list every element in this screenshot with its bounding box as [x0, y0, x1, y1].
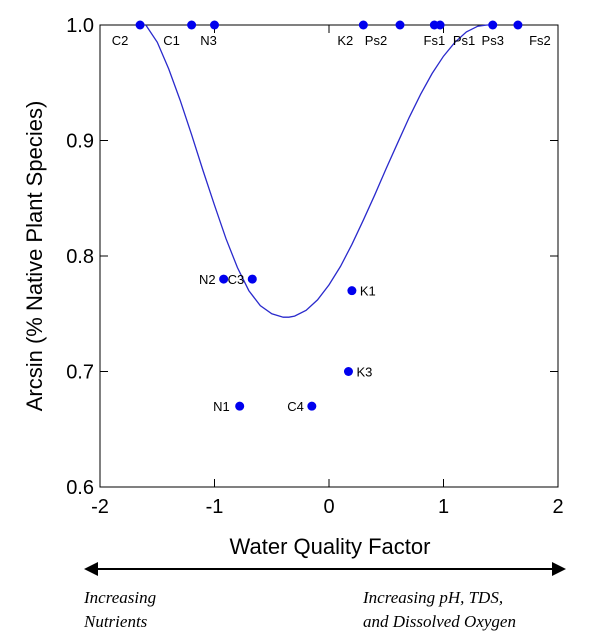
- x-tick-label: 2: [552, 496, 563, 518]
- y-tick-label: 0.8: [66, 246, 94, 268]
- data-point: [435, 20, 445, 30]
- data-point: [488, 20, 498, 30]
- plot-frame: [99, 24, 559, 488]
- right-caption: Increasing pH, TDS, and Dissolved Oxygen: [363, 586, 516, 634]
- left-caption: Increasing Nutrients: [84, 586, 156, 634]
- data-point: [235, 401, 245, 411]
- point-label: K1: [360, 284, 376, 299]
- point-label: Fs2: [529, 33, 551, 48]
- chart-axes: -2 -1 0 1 2 0.6 0.7 0.8 0.9 1.0: [66, 15, 563, 518]
- arrow-head-left: [84, 562, 98, 576]
- arrow-head-right: [552, 562, 566, 576]
- fit-curve-line: [145, 24, 495, 318]
- left-caption-line-2: Nutrients: [84, 612, 148, 631]
- data-point: [210, 20, 219, 30]
- x-tick-label: 1: [438, 496, 449, 518]
- point-label: K2: [337, 33, 353, 48]
- data-point: [247, 274, 257, 284]
- left-caption-line-1: Increasing: [84, 588, 157, 607]
- x-axis-label: Water Quality Factor: [230, 534, 431, 559]
- data-point: [307, 401, 317, 411]
- data-point: [135, 20, 145, 30]
- data-point: [395, 20, 405, 30]
- data-points-layer: C2 C1 N3 K2 Ps2 Fs1 Ps1 Ps3 Fs2 N2 C3 K1 K3 N1 C4: [112, 20, 551, 414]
- x-tick-label: -1: [206, 496, 224, 518]
- point-label: C4: [287, 399, 304, 414]
- point-label: N2: [199, 272, 216, 287]
- point-label: K3: [356, 365, 372, 380]
- y-axis-label: Arcsin (% Native Plant Species): [22, 101, 47, 412]
- data-point: [513, 20, 523, 30]
- data-point: [347, 286, 357, 296]
- data-point: [187, 20, 197, 30]
- scatter-chart: -2 -1 0 1 2 0.6 0.7 0.8 0.9 1.0 C2 C1 N3 K2 Ps2 Fs1 Ps1…: [22, 15, 566, 576]
- direction-arrow: [84, 562, 566, 576]
- point-label: C1: [163, 33, 180, 48]
- point-label: N3: [200, 33, 217, 48]
- point-label: Ps2: [365, 33, 387, 48]
- point-label: Ps3: [482, 33, 504, 48]
- point-label: Fs1: [424, 33, 446, 48]
- data-point: [358, 20, 368, 30]
- fit-curve-layer: [145, 24, 495, 318]
- y-tick-label: 0.9: [66, 131, 94, 153]
- point-label: C3: [228, 272, 245, 287]
- x-tick-label: -2: [91, 496, 109, 518]
- right-caption-line-1: Increasing pH, TDS,: [363, 588, 504, 607]
- data-point: [219, 274, 229, 284]
- data-point: [343, 367, 353, 376]
- point-label: C2: [112, 33, 129, 48]
- right-caption-line-2: and Dissolved Oxygen: [363, 612, 516, 631]
- y-tick-label: 0.7: [66, 362, 94, 384]
- x-tick-label: 0: [323, 496, 334, 518]
- y-tick-label: 1.0: [66, 15, 94, 37]
- y-tick-label: 0.6: [66, 477, 94, 499]
- point-label: N1: [213, 399, 230, 414]
- point-label: Ps1: [453, 33, 475, 48]
